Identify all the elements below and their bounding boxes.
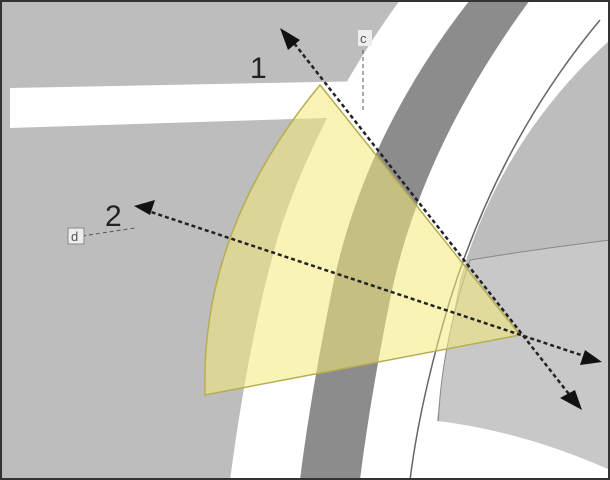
label-2: 2 xyxy=(105,200,122,233)
sensor-sector xyxy=(204,83,522,396)
label-d: d xyxy=(71,229,78,244)
arrow-head xyxy=(280,28,300,50)
marker-box xyxy=(67,227,85,245)
arrow-head xyxy=(580,350,602,365)
arrow-2-line xyxy=(144,208,591,360)
arrow-1-line xyxy=(289,37,573,399)
arrow-head xyxy=(560,390,582,410)
label-1: 1 xyxy=(250,52,267,85)
marker-box xyxy=(358,30,372,46)
road-corner xyxy=(420,420,610,480)
label-c: c xyxy=(360,31,367,46)
arrow-head xyxy=(134,200,155,215)
road-white-2 xyxy=(360,0,610,480)
leader-d xyxy=(81,227,136,237)
